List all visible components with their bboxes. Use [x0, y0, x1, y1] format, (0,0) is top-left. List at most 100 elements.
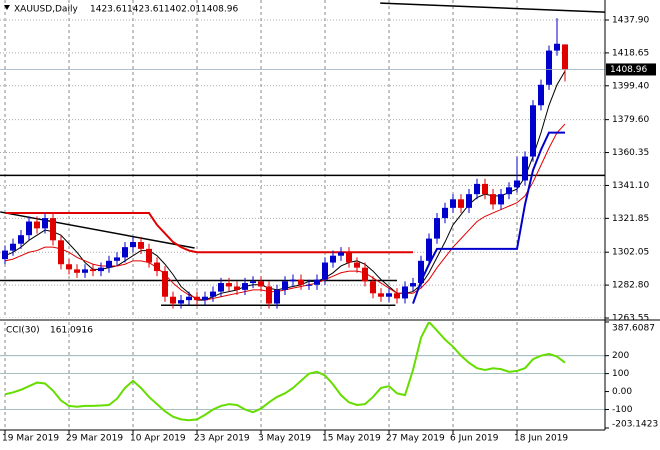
candle-body [338, 252, 344, 256]
x-tick-label: 27 May 2019 [386, 434, 445, 444]
candle-body [266, 286, 272, 304]
candle-body [138, 242, 144, 249]
candle-body [506, 187, 512, 195]
candle-body [554, 43, 560, 51]
candle-body [530, 105, 536, 157]
candle-body [466, 194, 472, 208]
overlay-line [412, 131, 565, 304]
candle-body [330, 255, 336, 263]
candle-body [58, 240, 64, 265]
candle-body [218, 283, 224, 292]
candle-body [394, 293, 400, 299]
candle-body [362, 267, 368, 282]
trend-line [0, 211, 195, 249]
y-tick-label: 1379.60 [612, 115, 649, 125]
overlay-line [5, 211, 413, 254]
main-pane [0, 0, 605, 318]
x-tick-label: 3 May 2019 [258, 434, 311, 444]
candle-body [10, 243, 16, 251]
cci-value: 161.0916 [50, 326, 93, 336]
y-tick-label: 1282.80 [612, 281, 649, 291]
candle-body [354, 262, 360, 268]
y-tick-label: 1321.85 [612, 214, 649, 224]
header-high: 1423.61 [127, 5, 164, 15]
cci-title: CCI(30) [6, 326, 40, 336]
candle-body [154, 262, 160, 272]
candle-body [458, 199, 464, 208]
candle-body [290, 279, 296, 282]
candle-body [98, 267, 104, 272]
candle-body [474, 183, 480, 195]
candle-body [146, 248, 152, 263]
candle-body [18, 235, 24, 244]
candle-body [322, 262, 328, 280]
cci-tick-label: 387.6087 [612, 324, 655, 334]
cci-tick-label: 200 [612, 351, 629, 361]
y-tick-label: 1418.65 [612, 48, 649, 58]
header-close: 1408.96 [201, 5, 238, 15]
cci-tick-label: 100 [612, 369, 629, 379]
candle-body [298, 279, 304, 285]
cci-tick-label: -203.1423 [612, 420, 658, 430]
candle-body [82, 269, 88, 273]
candle-body [26, 221, 32, 236]
candle-body [314, 279, 320, 285]
symbol: XAUUSD,Daily [14, 5, 78, 15]
candle-body [74, 269, 80, 273]
candle-body [210, 291, 216, 297]
price-label: 1408.96 [610, 65, 647, 75]
candle-body [226, 283, 232, 287]
candle-body [114, 257, 120, 261]
candle-body [426, 238, 432, 261]
candle-body [202, 296, 208, 301]
candle-body [90, 269, 96, 272]
candle-body [250, 281, 256, 284]
candle-body [122, 247, 128, 258]
candle-body [282, 281, 288, 290]
candle-body [562, 44, 568, 70]
candle-body [106, 260, 112, 268]
candle-body [34, 221, 40, 229]
candle-body [450, 199, 456, 208]
y-tick-label: 1399.40 [612, 81, 649, 91]
x-tick-label: 23 Apr 2019 [194, 434, 250, 444]
candle-body [162, 271, 168, 297]
cci-pane [0, 322, 605, 428]
candle-body [194, 296, 200, 301]
candle-body [498, 194, 504, 205]
candle-body [514, 180, 520, 188]
x-tick-label: 19 Mar 2019 [2, 434, 59, 444]
candle-body [346, 252, 352, 263]
candle-body [386, 293, 392, 297]
cci-tick-label: 0.00 [612, 387, 632, 397]
x-tick-label: 15 May 2019 [322, 434, 381, 444]
header-open: 1423.61 [90, 5, 127, 15]
x-tick-label: 29 Mar 2019 [66, 434, 123, 444]
candle-body [186, 296, 192, 301]
candle-body [306, 284, 312, 286]
candle-body [370, 281, 376, 294]
x-tick-label: 10 Apr 2019 [130, 434, 186, 444]
cci-line [4, 322, 566, 422]
candle-body [258, 281, 264, 287]
cci-tick-label: -100 [612, 405, 633, 415]
candle-body [242, 283, 248, 290]
x-tick-label: 18 Jun 2019 [514, 434, 568, 444]
candle-body [234, 286, 240, 290]
candle-body [66, 264, 72, 270]
candle-body [2, 250, 8, 260]
header-low: 1402.01 [164, 5, 201, 15]
candle-body [418, 260, 424, 284]
candle-body [490, 194, 496, 205]
candle-body [410, 283, 416, 287]
candle-body [522, 156, 528, 181]
y-tick-label: 1360.35 [612, 148, 649, 158]
y-tick-label: 1302.05 [612, 248, 649, 258]
candle-body [42, 218, 48, 229]
y-tick-label: 1341.10 [612, 181, 649, 191]
candle-body [50, 218, 56, 241]
trend-line [380, 2, 605, 13]
candle-body [130, 242, 136, 248]
x-tick-label: 6 Jun 2019 [450, 434, 499, 444]
